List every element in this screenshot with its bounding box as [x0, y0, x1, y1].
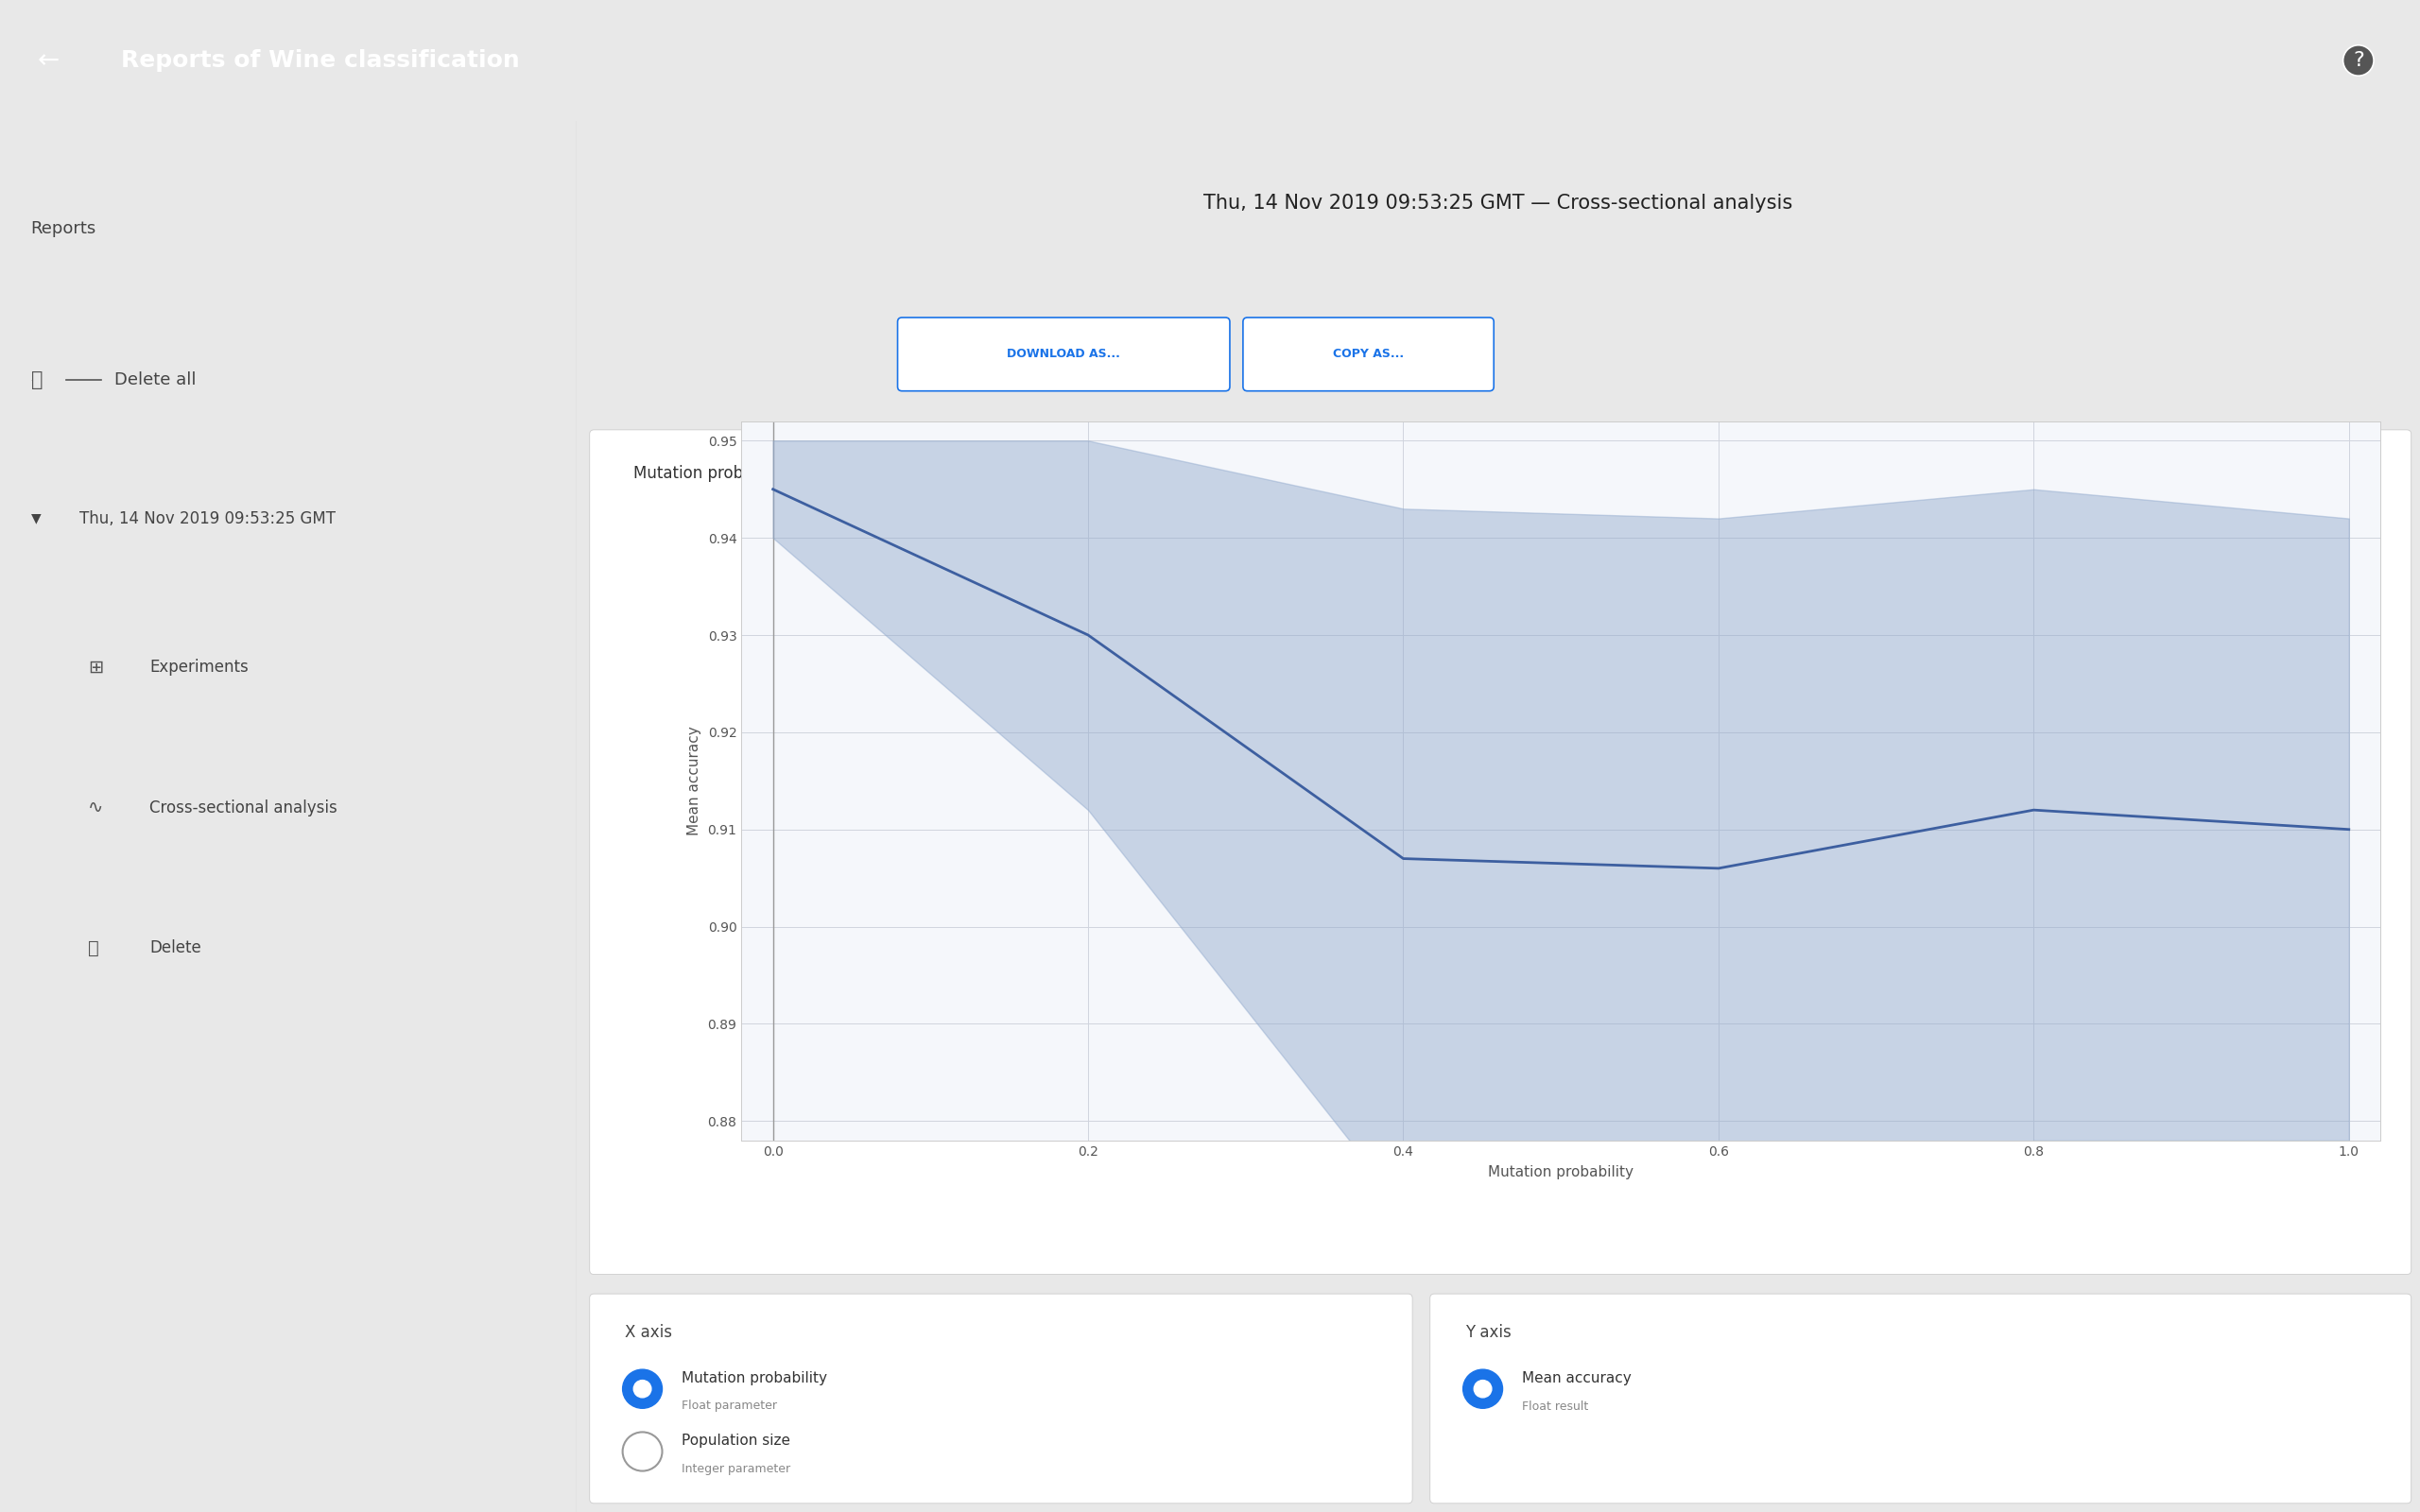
- Text: Y axis: Y axis: [1464, 1325, 1510, 1341]
- Text: X axis: X axis: [624, 1325, 673, 1341]
- Text: Population size: Population size: [682, 1433, 791, 1448]
- Text: Integer parameter: Integer parameter: [682, 1462, 791, 1474]
- FancyBboxPatch shape: [1244, 318, 1493, 392]
- Text: Delete: Delete: [150, 940, 201, 957]
- FancyBboxPatch shape: [590, 429, 2410, 1275]
- FancyBboxPatch shape: [898, 318, 1229, 392]
- Circle shape: [1464, 1370, 1503, 1408]
- Text: ▼: ▼: [31, 511, 41, 525]
- FancyBboxPatch shape: [1430, 1294, 2410, 1503]
- Circle shape: [622, 1432, 663, 1471]
- Circle shape: [634, 1380, 651, 1397]
- Text: Thu, 14 Nov 2019 09:53:25 GMT — Cross-sectional analysis: Thu, 14 Nov 2019 09:53:25 GMT — Cross-se…: [1203, 194, 1793, 213]
- Text: Float result: Float result: [1522, 1400, 1590, 1412]
- Text: COPY AS...: COPY AS...: [1333, 348, 1404, 360]
- Text: ?: ?: [2352, 51, 2364, 70]
- Text: 🗑: 🗑: [87, 939, 99, 957]
- Text: Reports: Reports: [31, 221, 97, 237]
- Text: Reports of Wine classification: Reports of Wine classification: [121, 48, 520, 71]
- Text: 🗑: 🗑: [31, 370, 44, 390]
- Text: Thu, 14 Nov 2019 09:53:25 GMT: Thu, 14 Nov 2019 09:53:25 GMT: [80, 510, 336, 526]
- X-axis label: Mutation probability: Mutation probability: [1488, 1164, 1634, 1179]
- Text: ←: ←: [36, 47, 60, 74]
- Text: ⊞: ⊞: [87, 658, 104, 676]
- Text: Mutation probability vs. Mean accuracy: Mutation probability vs. Mean accuracy: [634, 464, 941, 481]
- Text: Mutation probability: Mutation probability: [682, 1371, 828, 1385]
- FancyBboxPatch shape: [590, 1294, 1413, 1503]
- Text: Experiments: Experiments: [150, 659, 249, 676]
- Y-axis label: Mean accuracy: Mean accuracy: [687, 726, 702, 836]
- Text: Float parameter: Float parameter: [682, 1400, 777, 1412]
- Text: DOWNLOAD AS...: DOWNLOAD AS...: [1007, 348, 1120, 360]
- Text: Delete all: Delete all: [114, 372, 196, 389]
- Text: ∿: ∿: [87, 798, 104, 816]
- Text: Cross-sectional analysis: Cross-sectional analysis: [150, 800, 336, 816]
- Circle shape: [622, 1370, 663, 1408]
- Circle shape: [1474, 1380, 1491, 1397]
- Text: Mean accuracy: Mean accuracy: [1522, 1371, 1631, 1385]
